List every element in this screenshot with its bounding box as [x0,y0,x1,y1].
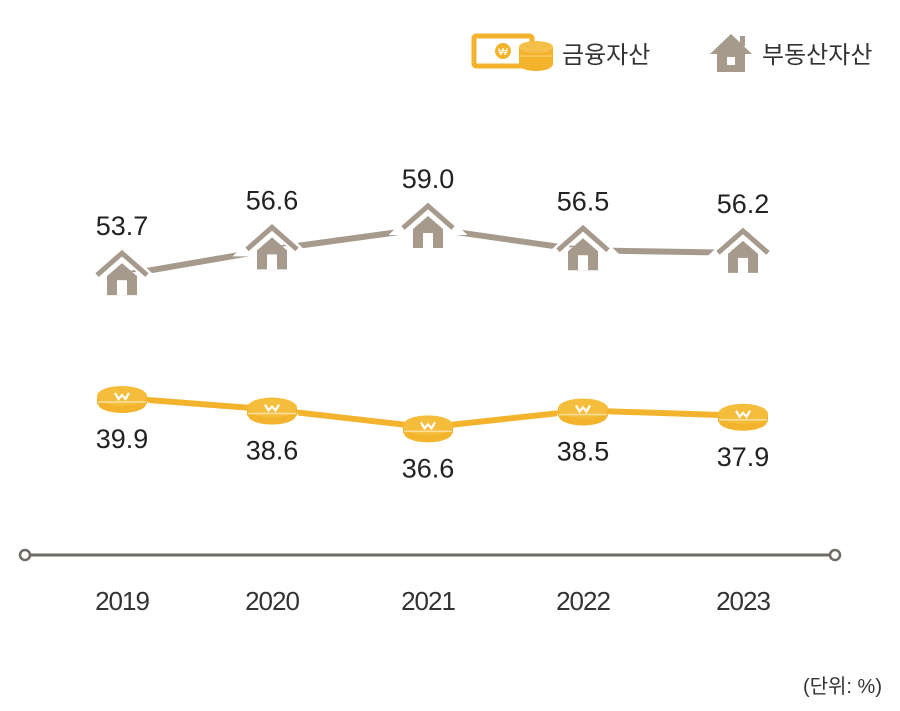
legend-label-realestate: 부동산자산 [762,41,873,69]
house-icon [543,219,623,271]
house-icon [703,221,783,273]
house-icon [232,218,312,270]
legend-label-financial: 금융자산 [562,41,651,69]
axis-end-cap [828,548,842,562]
x-tick-label: 2019 [95,586,149,616]
house-icon [388,197,468,248]
coin-icon [246,397,298,427]
data-label: 39.9 [96,424,149,454]
data-label: 53.7 [96,211,149,241]
money-coin-icon: ₩ [471,33,553,71]
data-label: 56.2 [717,189,770,219]
svg-text:₩: ₩ [498,47,508,58]
x-tick-label: 2022 [556,586,610,616]
axis-start-cap [18,548,32,562]
data-label: 56.6 [246,185,299,215]
legend-item-realestate: 부동산자산 [708,30,872,74]
data-label: 36.6 [402,453,455,483]
data-label: 38.6 [246,436,299,466]
house-icon [82,244,162,296]
x-tick-label: 2020 [245,586,299,616]
x-tick-label: 2021 [401,586,455,616]
unit-note: (단위: %) [802,676,882,698]
coin-icon [402,415,454,445]
x-axis [18,548,842,562]
data-label: 38.5 [557,436,610,466]
data-label: 37.9 [717,442,770,472]
coin-icon [96,385,148,415]
legend-item-financial: ₩ 금융자산 [470,30,650,74]
data-label: 56.5 [557,186,610,216]
coin-icon [557,398,609,428]
coin-icon [717,403,769,433]
data-label: 59.0 [402,164,455,194]
x-tick-label: 2023 [716,586,770,616]
house-icon [710,34,752,72]
